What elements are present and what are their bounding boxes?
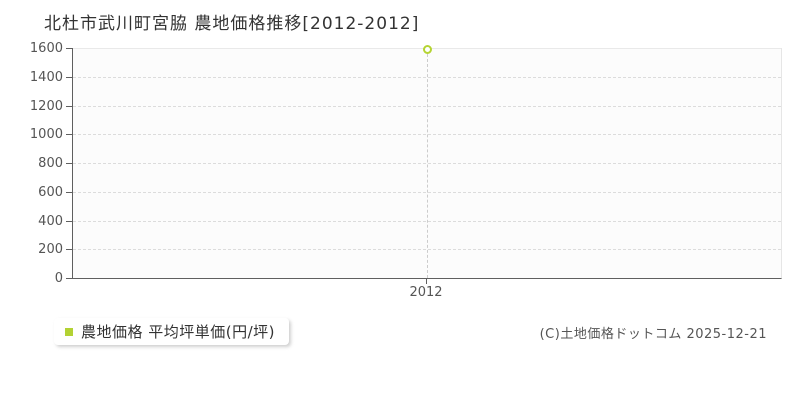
y-tick-label: 1200	[29, 98, 63, 114]
y-axis-tick	[66, 163, 72, 164]
y-axis-tick	[66, 278, 72, 279]
y-tick-label: 1400	[29, 69, 63, 85]
y-tick-label: 200	[38, 242, 63, 258]
chart-title: 北杜市武川町宮脇 農地価格推移[2012-2012]	[44, 14, 420, 34]
data-point-drop-line	[426, 54, 428, 278]
data-point-marker[interactable]	[422, 44, 432, 54]
y-tick-label: 1000	[29, 127, 63, 143]
plot-area	[72, 44, 782, 279]
y-tick-label: 800	[38, 156, 63, 171]
y-tick-label: 0	[54, 271, 63, 286]
y-tick-label: 600	[38, 184, 63, 200]
y-axis-tick	[66, 220, 72, 222]
y-axis-tick	[66, 105, 72, 107]
y-axis-tick	[66, 76, 72, 78]
x-tick-label: 2012	[409, 285, 443, 300]
legend-series-label: 農地価格 平均坪単価(円/坪)	[81, 323, 276, 341]
y-axis-tick	[66, 191, 72, 193]
y-tick-label: 400	[38, 213, 63, 229]
copyright-text: (C)土地価格ドットコム 2025-12-21	[539, 327, 767, 342]
y-axis-tick	[66, 48, 72, 49]
y-axis-tick	[66, 249, 72, 251]
legend-box: 農地価格 平均坪単価(円/坪)	[54, 318, 290, 345]
legend-marker-icon	[65, 327, 73, 336]
x-axis-tick	[426, 279, 427, 284]
y-axis-tick	[66, 134, 72, 136]
y-tick-label: 1600	[29, 41, 63, 56]
